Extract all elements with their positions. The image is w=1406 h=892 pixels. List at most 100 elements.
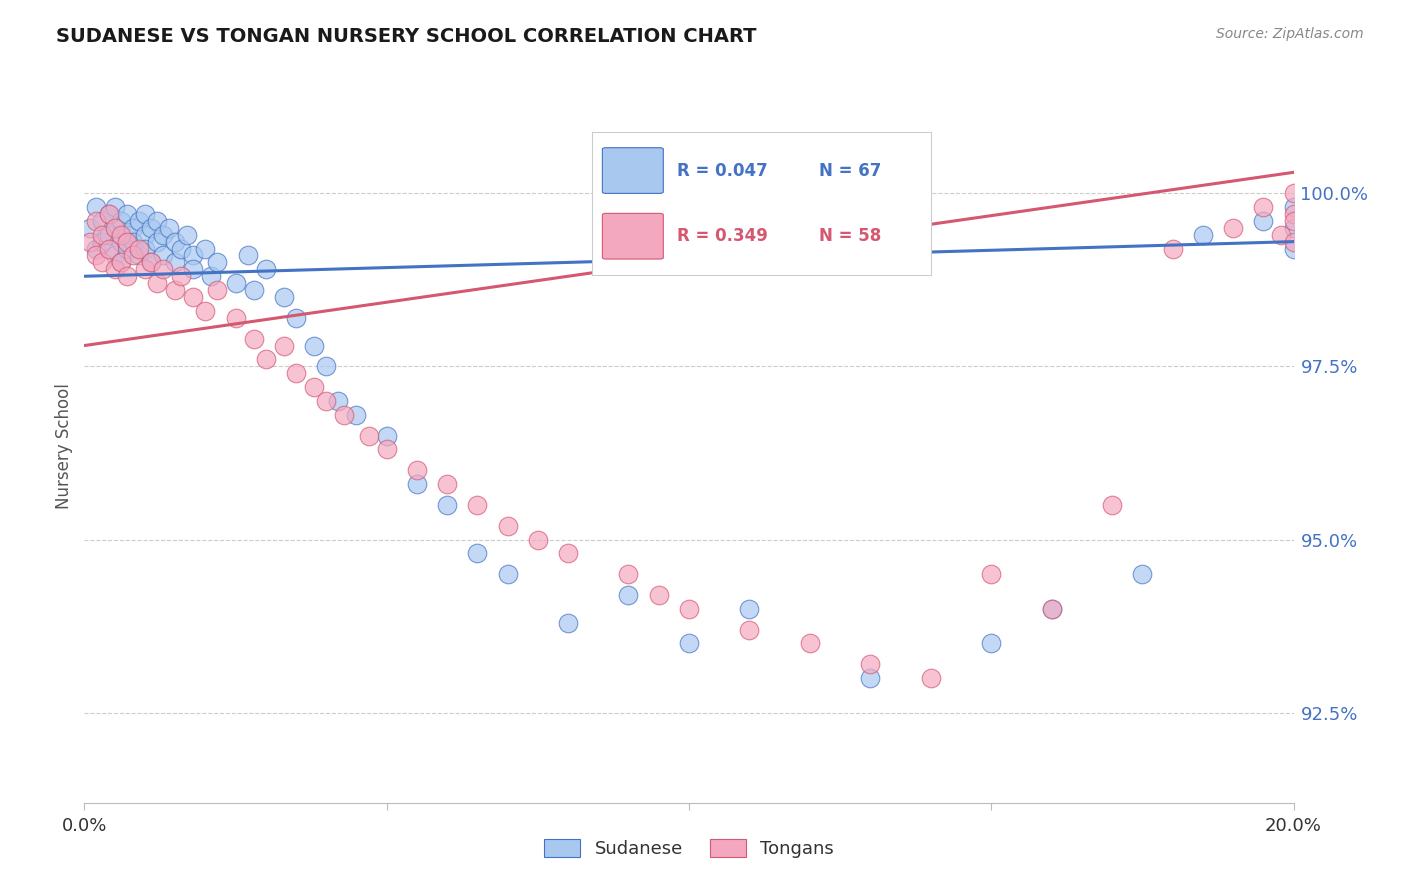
- Point: [121, 248, 143, 262]
- Point: [110, 214, 132, 228]
- Point: [678, 636, 700, 650]
- Point: [333, 408, 356, 422]
- Point: [225, 276, 247, 290]
- Point: [859, 657, 882, 672]
- Point: [170, 269, 193, 284]
- Point: [254, 262, 277, 277]
- Point: [86, 248, 108, 262]
- Point: [406, 463, 429, 477]
- Point: [104, 220, 127, 235]
- Point: [375, 428, 398, 442]
- Point: [1040, 602, 1063, 616]
- Point: [1192, 227, 1215, 242]
- Point: [79, 235, 101, 249]
- Point: [176, 227, 198, 242]
- Point: [128, 242, 150, 256]
- Point: [242, 283, 264, 297]
- Point: [315, 394, 337, 409]
- Text: SUDANESE VS TONGAN NURSERY SCHOOL CORRELATION CHART: SUDANESE VS TONGAN NURSERY SCHOOL CORREL…: [56, 27, 756, 45]
- Point: [194, 242, 217, 256]
- Point: [110, 235, 132, 249]
- Point: [91, 214, 114, 228]
- Point: [134, 242, 156, 256]
- Point: [225, 310, 247, 325]
- Point: [496, 518, 519, 533]
- Point: [467, 498, 489, 512]
- Point: [1282, 186, 1305, 201]
- Point: [1253, 200, 1275, 214]
- Point: [110, 227, 132, 242]
- Point: [285, 310, 308, 325]
- Point: [91, 227, 114, 242]
- Point: [557, 615, 579, 630]
- Point: [181, 248, 204, 262]
- Point: [115, 235, 138, 249]
- Point: [152, 248, 174, 262]
- Point: [357, 428, 380, 442]
- Point: [121, 220, 143, 235]
- Point: [128, 248, 150, 262]
- Point: [139, 255, 162, 269]
- Point: [738, 602, 761, 616]
- Point: [328, 394, 350, 409]
- Point: [1282, 242, 1305, 256]
- Point: [115, 269, 138, 284]
- Point: [181, 262, 204, 277]
- Point: [97, 207, 120, 221]
- Point: [139, 220, 162, 235]
- Point: [285, 366, 308, 380]
- Point: [1130, 567, 1153, 582]
- Point: [86, 242, 108, 256]
- Point: [315, 359, 337, 374]
- Point: [236, 248, 259, 262]
- Text: Source: ZipAtlas.com: Source: ZipAtlas.com: [1216, 27, 1364, 41]
- Point: [254, 352, 277, 367]
- Point: [207, 255, 229, 269]
- Point: [97, 242, 120, 256]
- Point: [346, 408, 368, 422]
- Point: [157, 220, 180, 235]
- Point: [1282, 207, 1305, 221]
- Point: [152, 262, 174, 277]
- Point: [1253, 214, 1275, 228]
- Point: [1161, 242, 1184, 256]
- Point: [375, 442, 398, 457]
- Point: [738, 623, 761, 637]
- Point: [617, 567, 640, 582]
- Legend: Sudanese, Tongans: Sudanese, Tongans: [537, 831, 841, 865]
- Point: [91, 255, 114, 269]
- Point: [496, 567, 519, 582]
- Point: [104, 200, 127, 214]
- Point: [200, 269, 222, 284]
- Point: [165, 255, 187, 269]
- Point: [273, 338, 295, 352]
- Point: [1040, 602, 1063, 616]
- Point: [146, 235, 169, 249]
- Y-axis label: Nursery School: Nursery School: [55, 383, 73, 509]
- Point: [527, 533, 550, 547]
- Point: [557, 546, 579, 560]
- Point: [1270, 227, 1292, 242]
- Point: [436, 498, 458, 512]
- Point: [146, 276, 169, 290]
- Point: [134, 262, 156, 277]
- Point: [1222, 220, 1244, 235]
- Point: [242, 332, 264, 346]
- Point: [115, 242, 138, 256]
- Point: [170, 242, 193, 256]
- Point: [165, 283, 187, 297]
- Point: [115, 227, 138, 242]
- Point: [302, 380, 325, 394]
- Point: [406, 477, 429, 491]
- Point: [799, 636, 821, 650]
- Point: [1282, 200, 1305, 214]
- Point: [273, 290, 295, 304]
- Point: [1282, 220, 1305, 235]
- Point: [97, 207, 120, 221]
- Point: [104, 248, 127, 262]
- Point: [302, 338, 325, 352]
- Point: [181, 290, 204, 304]
- Point: [139, 255, 162, 269]
- Point: [859, 671, 882, 685]
- Point: [152, 227, 174, 242]
